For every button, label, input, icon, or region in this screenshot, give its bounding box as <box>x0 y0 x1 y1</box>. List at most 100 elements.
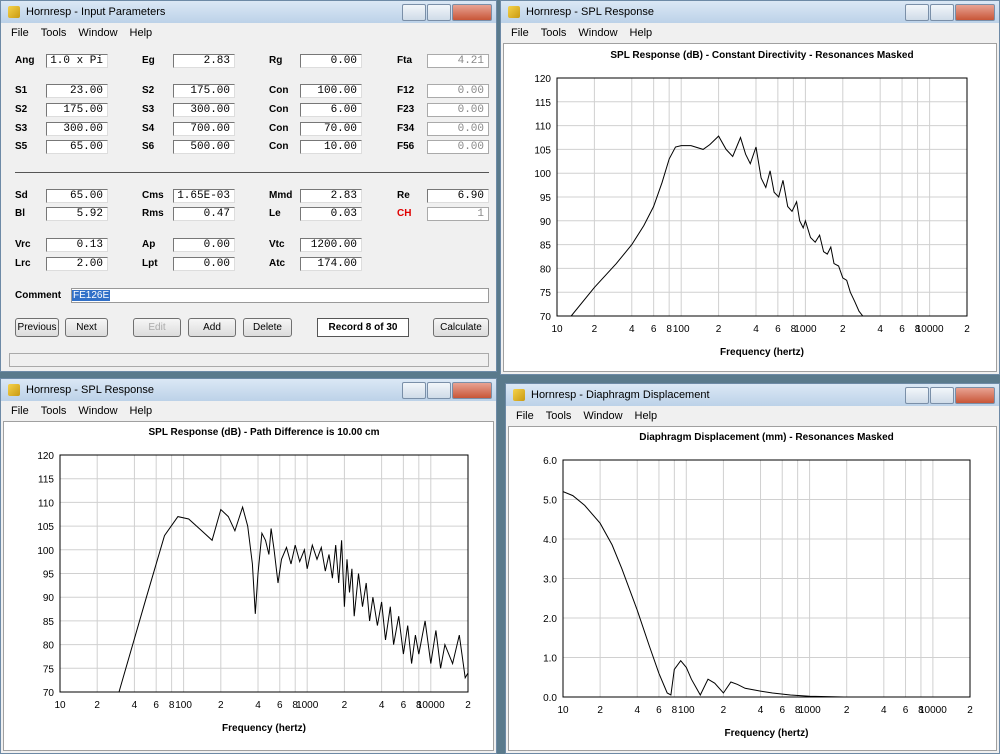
button[interactable]: Delete <box>243 318 292 337</box>
field-input[interactable]: 0.03 <box>300 207 362 221</box>
minimize-button[interactable] <box>402 3 426 21</box>
field-input[interactable]: 0.00 <box>173 238 235 252</box>
field-input[interactable]: 0.00 <box>300 54 362 68</box>
maximize-button[interactable] <box>427 3 451 21</box>
field-label: S4 <box>142 123 155 134</box>
field-input[interactable]: 100.00 <box>300 84 362 98</box>
caption-buttons <box>904 3 995 21</box>
comment-input[interactable]: FE126E <box>71 288 489 303</box>
field-label: Mmd <box>269 190 293 201</box>
minimize-button[interactable] <box>402 381 426 399</box>
menu-item[interactable]: Window <box>583 409 623 422</box>
field-label: S3 <box>142 104 155 115</box>
field-input[interactable]: 1.65E-03 <box>173 189 235 203</box>
menu-item[interactable]: Help <box>629 26 653 39</box>
field-input[interactable]: 174.00 <box>300 257 362 271</box>
field-input[interactable]: 300.00 <box>46 122 108 136</box>
field-label: Bl <box>15 208 25 219</box>
field-label: S3 <box>15 123 28 134</box>
field-input[interactable]: 6.90 <box>427 189 489 203</box>
field-input[interactable]: 500.00 <box>173 140 235 154</box>
chart-area <box>508 426 997 751</box>
window: Hornresp - SPL Response File Tools Window He… <box>500 0 1000 375</box>
field-label: S1 <box>15 85 28 96</box>
field-input[interactable]: 23.00 <box>46 84 108 98</box>
maximize-button[interactable] <box>427 381 451 399</box>
menu-item[interactable]: File <box>11 26 29 39</box>
menu-bar: File Tools Window Help <box>1 401 496 420</box>
field-label: F12 <box>397 85 415 96</box>
window-title: Hornresp - SPL Response <box>26 384 154 396</box>
menu-item[interactable]: Help <box>129 26 153 39</box>
field-input[interactable]: 5.92 <box>46 207 108 221</box>
menu-item[interactable]: Tools <box>40 404 67 417</box>
button[interactable]: Previous <box>15 318 59 337</box>
field-input[interactable]: 2.83 <box>300 189 362 203</box>
maximize-button[interactable] <box>930 3 954 21</box>
menu-item[interactable]: Tools <box>545 409 572 422</box>
field-label: Rms <box>142 208 164 219</box>
field-input[interactable]: 0.00 <box>173 257 235 271</box>
menu-item[interactable]: File <box>11 404 29 417</box>
field-label: F23 <box>397 104 415 115</box>
field-label: Lrc <box>15 258 31 269</box>
window-title: Hornresp - SPL Response <box>526 6 654 18</box>
field-label: Atc <box>269 258 286 269</box>
menu-bar: File Tools Window Help <box>501 23 999 42</box>
app-icon <box>508 6 520 18</box>
caption-buttons <box>401 3 492 21</box>
menu-item[interactable]: Help <box>634 409 658 422</box>
close-button[interactable] <box>955 3 995 21</box>
field-input[interactable]: 65.00 <box>46 140 108 154</box>
field-input[interactable]: 175.00 <box>46 103 108 117</box>
title-bar: Hornresp - Input Parameters <box>1 1 496 23</box>
app-icon <box>513 389 525 401</box>
field-input[interactable]: 700.00 <box>173 122 235 136</box>
field-input[interactable]: 1200.00 <box>300 238 362 252</box>
menu-item[interactable]: Tools <box>540 26 567 39</box>
caption-buttons <box>401 381 492 399</box>
close-button[interactable] <box>955 386 995 404</box>
field-input[interactable]: 6.00 <box>300 103 362 117</box>
field-input[interactable]: 175.00 <box>173 84 235 98</box>
button[interactable]: Add <box>188 318 236 337</box>
caption-buttons <box>904 386 995 404</box>
field-input[interactable]: 10.00 <box>300 140 362 154</box>
field-label: Ang <box>15 55 35 66</box>
menu-item[interactable]: Help <box>129 404 153 417</box>
field-label: Vtc <box>269 239 285 250</box>
title-bar: Hornresp - SPL Response <box>501 1 999 23</box>
field-label: S6 <box>142 141 155 152</box>
field-label: Con <box>269 141 289 152</box>
field-input[interactable]: 2.00 <box>46 257 108 271</box>
window-title: Hornresp - Input Parameters <box>26 6 166 18</box>
menu-item[interactable]: Tools <box>40 26 67 39</box>
menu-item[interactable]: File <box>511 26 529 39</box>
field-input[interactable]: 1.0 x Pi <box>46 54 108 68</box>
field-label: CH <box>397 208 412 219</box>
close-button[interactable] <box>452 381 492 399</box>
menu-item[interactable]: Window <box>78 404 118 417</box>
button[interactable]: Next <box>65 318 108 337</box>
menu-item[interactable]: Window <box>78 26 118 39</box>
field-input[interactable]: 0.47 <box>173 207 235 221</box>
minimize-button[interactable] <box>905 386 929 404</box>
title-bar: Hornresp - SPL Response <box>1 379 496 401</box>
button[interactable]: Calculate <box>433 318 489 337</box>
field-input[interactable]: 2.83 <box>173 54 235 68</box>
field-input[interactable]: 65.00 <box>46 189 108 203</box>
minimize-button[interactable] <box>905 3 929 21</box>
field-input[interactable]: 0.13 <box>46 238 108 252</box>
field-input[interactable]: 300.00 <box>173 103 235 117</box>
close-button[interactable] <box>452 3 492 21</box>
field-label: Con <box>269 123 289 134</box>
maximize-button[interactable] <box>930 386 954 404</box>
menu-bar: File Tools Window Help <box>506 406 999 425</box>
window: Hornresp - SPL Response File Tools Window He… <box>0 378 497 754</box>
menu-item[interactable]: Window <box>578 26 618 39</box>
menu-item[interactable]: File <box>516 409 534 422</box>
field-input: 0.00 <box>427 103 489 117</box>
field-input[interactable]: 70.00 <box>300 122 362 136</box>
comment-label: Comment <box>15 290 62 301</box>
